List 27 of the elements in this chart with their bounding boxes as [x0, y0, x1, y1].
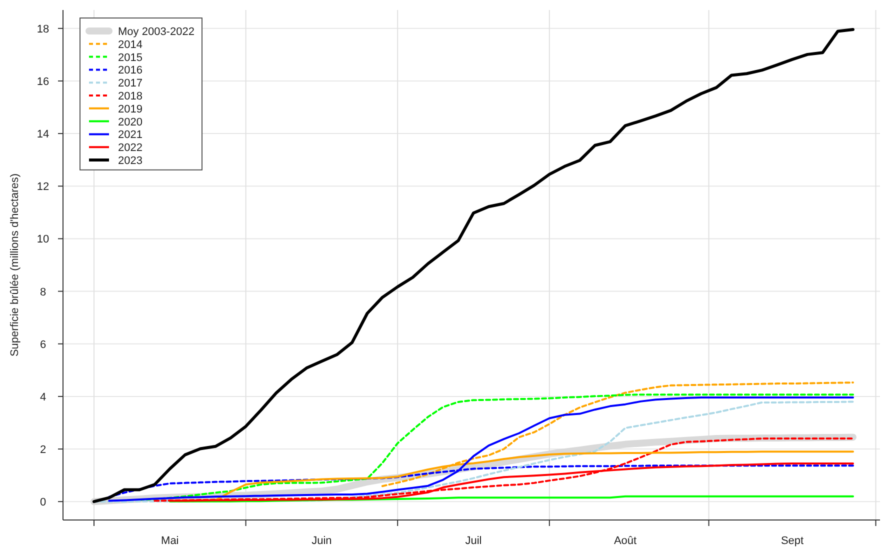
x-tick-label: Juil: [465, 535, 482, 547]
x-tick-label: Août: [614, 535, 637, 547]
legend-label: 2021: [118, 129, 142, 142]
legend-label: 2022: [118, 142, 142, 154]
legend-label: 2023: [118, 155, 142, 167]
y-tick-label: 8: [40, 286, 46, 298]
y-tick-label: 16: [36, 76, 50, 88]
y-tick-label: 10: [36, 234, 50, 246]
y-tick-label: 0: [40, 496, 46, 509]
legend-label: 2017: [118, 78, 142, 90]
y-tick-label: 6: [40, 338, 46, 351]
y-tick-label: 18: [36, 23, 50, 36]
legend-label: 2018: [118, 90, 142, 102]
legend-label: 2015: [118, 52, 142, 64]
y-tick-label: 12: [36, 181, 50, 194]
x-tick-label: Sept: [780, 535, 804, 547]
y-tick-label: 4: [40, 391, 46, 404]
x-tick-label: Juin: [312, 535, 332, 547]
legend-label: 2014: [118, 38, 142, 51]
legend-label: 2016: [118, 64, 142, 77]
x-tick-label: Mai: [161, 535, 179, 547]
y-tick-label: 14: [36, 128, 50, 141]
y-tick-label: 2: [40, 444, 46, 456]
legend-label: 2019: [118, 103, 142, 116]
legend-label: 2020: [118, 116, 142, 128]
legend-label: Moy 2003-2022: [118, 26, 194, 38]
y-axis-title: Superficie brûlée (millions d'hectares): [9, 173, 21, 357]
